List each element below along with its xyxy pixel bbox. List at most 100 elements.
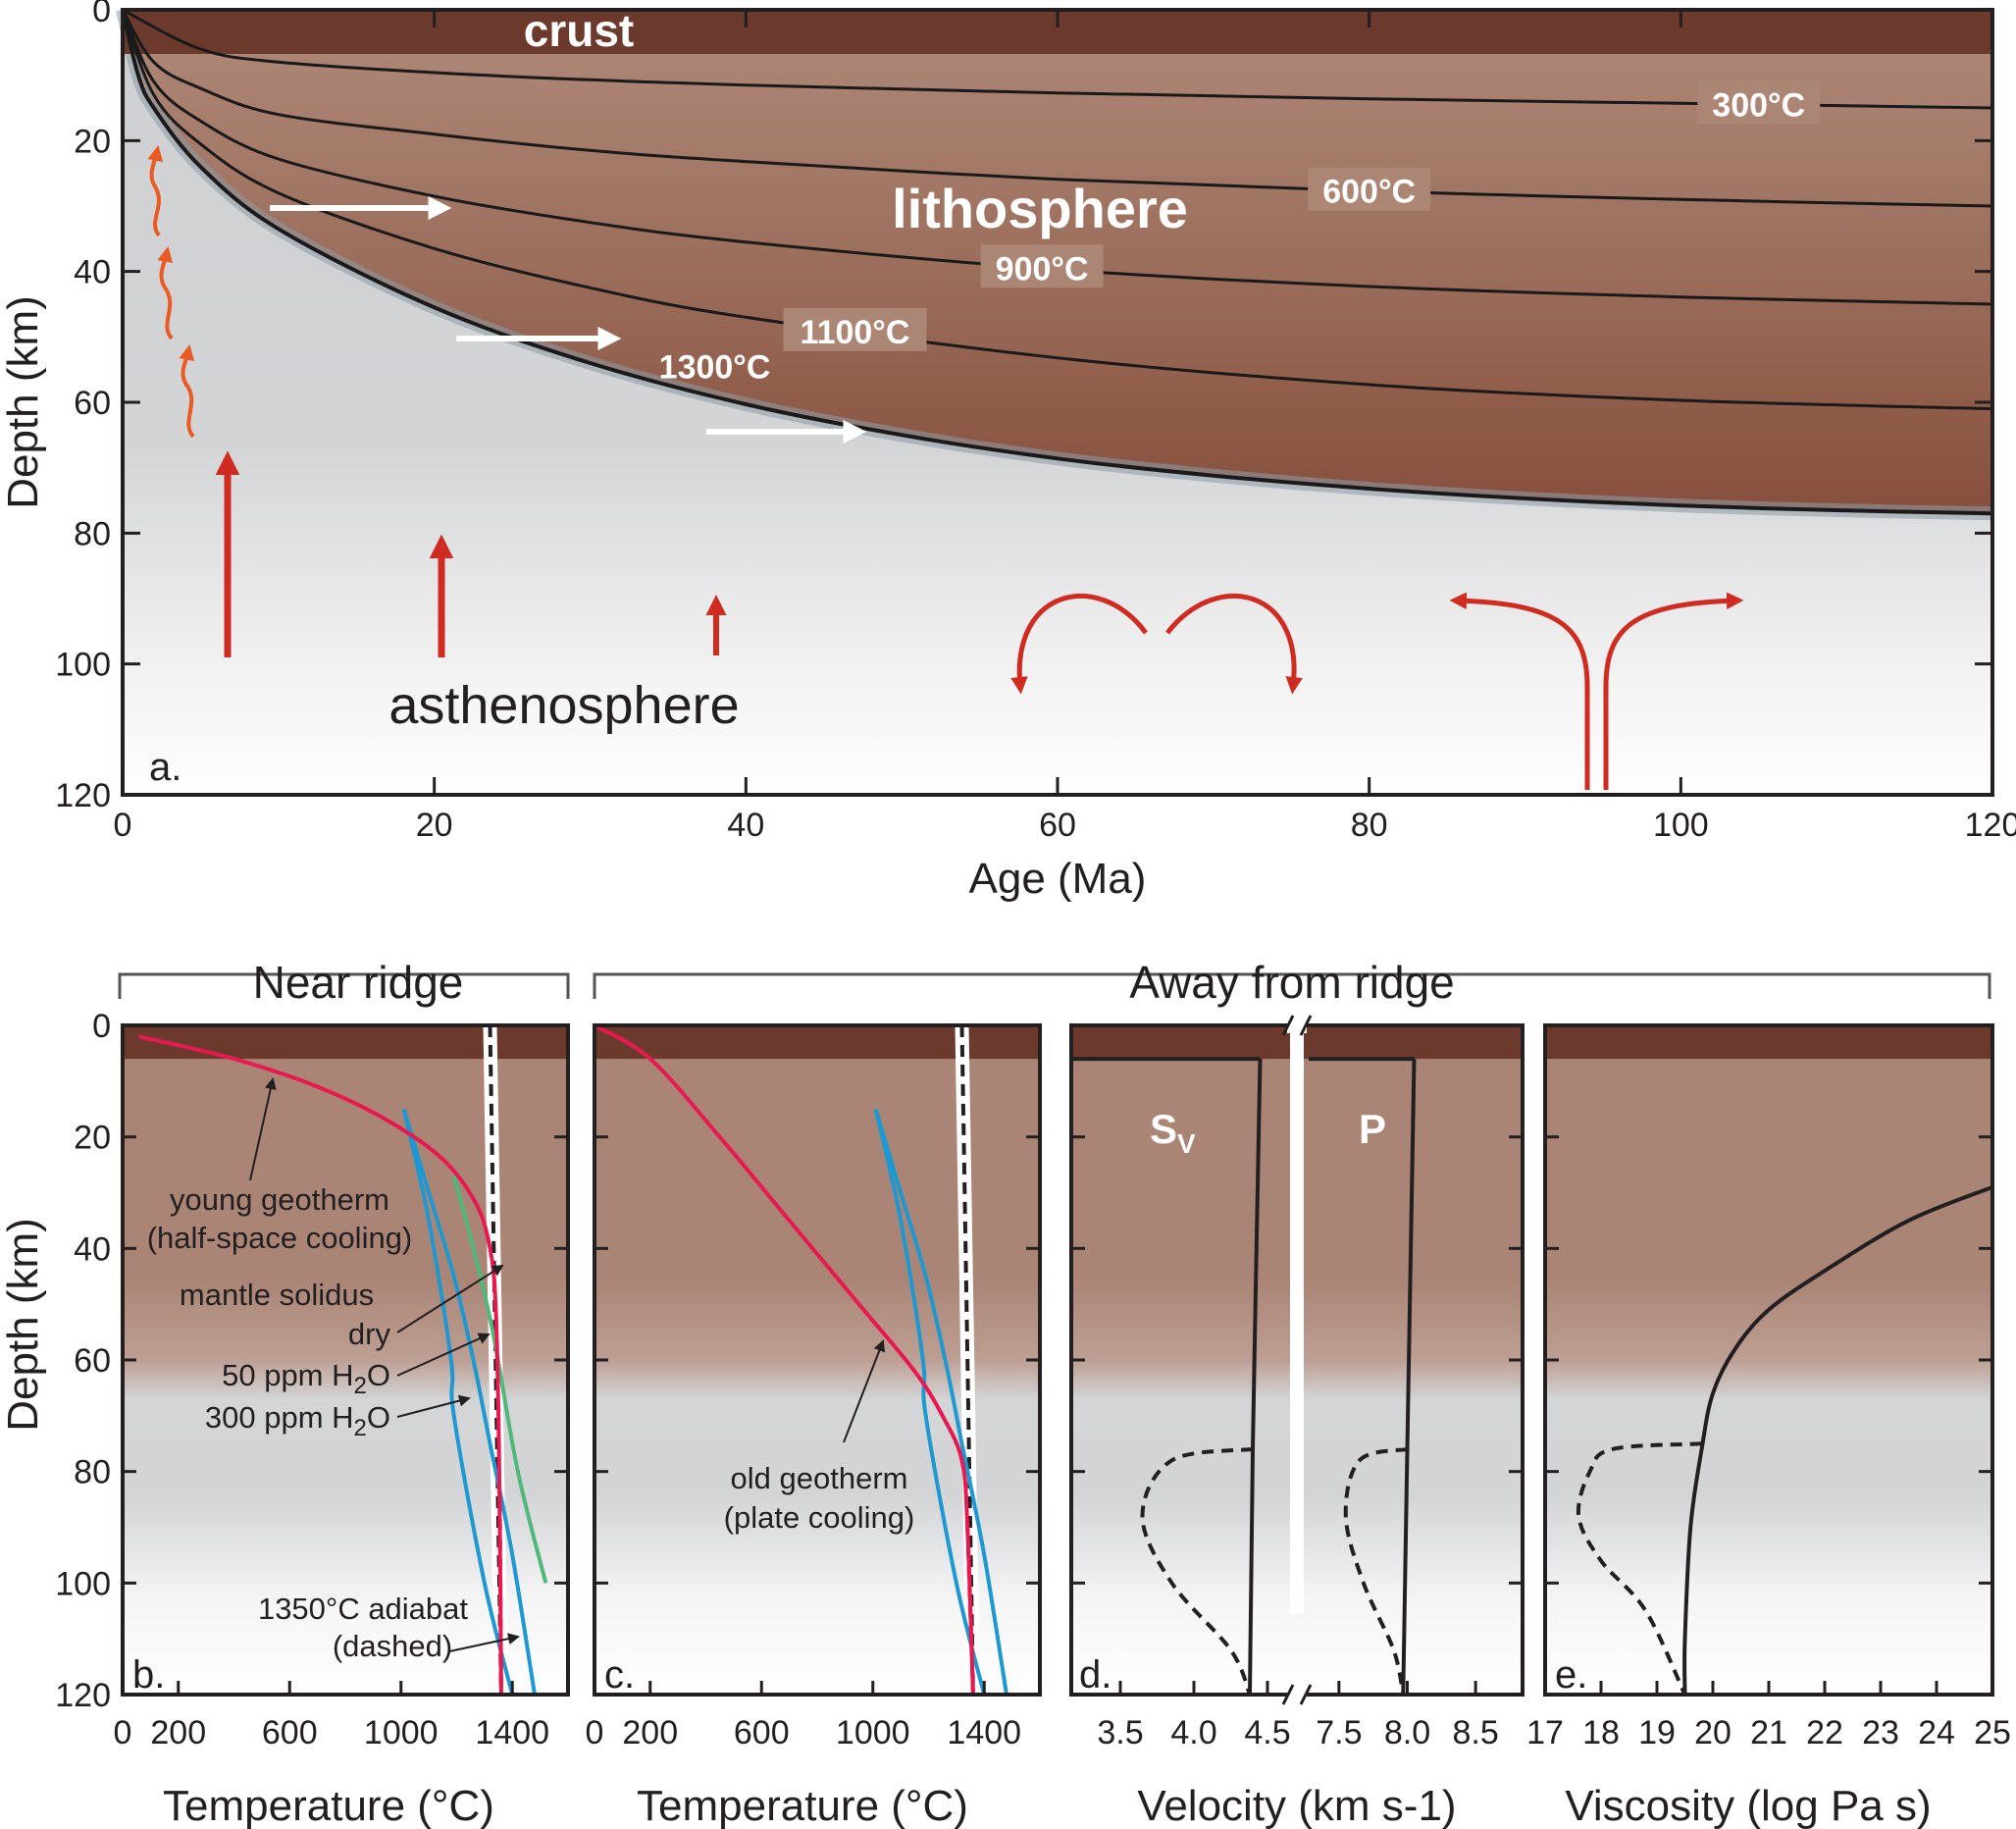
lithosphere-label: lithosphere [892, 178, 1188, 239]
layer-background [1545, 1025, 1992, 1695]
isotherm-line [121, 9, 1993, 208]
x-tick-label: 600 [734, 1714, 790, 1751]
isotherm-label-bg [783, 307, 927, 351]
isotherm-label-bg [1308, 167, 1431, 211]
convection-arrow [1165, 594, 1303, 695]
away-from-ridge-bracket [593, 972, 1991, 999]
x-tick-label: 20 [416, 807, 453, 844]
y-axis-title-b: Depth (km) [0, 1218, 47, 1432]
downwelling-arrow [1603, 592, 1744, 790]
axis-break-mark [1281, 1015, 1295, 1036]
x-tick-label: 1400 [475, 1714, 549, 1751]
300-ppm-h2o-line [401, 1108, 515, 1696]
x-axis-title-e: Viscosity (log Pa s) [1565, 1782, 1931, 1829]
x-axis-title-b: Temperature (°C) [163, 1782, 494, 1829]
dashed-label: (dashed) [333, 1629, 452, 1663]
y-tick-label: 80 [74, 515, 111, 552]
panel-label-e: e. [1555, 1653, 1587, 1697]
panel-label-d: d. [1079, 1653, 1111, 1697]
sv-dashed-line [1140, 1446, 1254, 1696]
y-tick-label: 80 [74, 1454, 111, 1491]
panel-e: 17 18 19 20 21 22 23 24 25 e. [1526, 1023, 2011, 1751]
y-tick-label: 60 [74, 385, 111, 422]
panel-label-b: b. [132, 1653, 165, 1697]
isotherm-line [122, 8, 1993, 110]
pointer-50ppm [396, 1333, 491, 1377]
near-ridge-header: Near ridge [253, 957, 464, 1008]
crust-layer [594, 1025, 1040, 1060]
50-ppm-h2o-line [401, 1108, 537, 1696]
panel-c-annotations: old geotherm (plate cooling) [724, 1339, 915, 1535]
y-tick-label: 20 [74, 123, 111, 160]
y-tick-label: 40 [74, 1230, 111, 1268]
x-tick-label: 19 [1638, 1714, 1676, 1751]
x-tick-label: 100 [1653, 807, 1709, 844]
x-tick-label: 1000 [836, 1714, 910, 1751]
x-tick-label: 4.5 [1244, 1714, 1290, 1751]
isotherm-line [121, 9, 1993, 411]
plate-cooling-label: (plate cooling) [724, 1500, 915, 1535]
isotherm-label-bg [980, 244, 1104, 288]
x-tick-label: 0 [114, 807, 132, 844]
300ppm-label: 300 ppm H2O [205, 1400, 390, 1441]
x-tick-label: 7.5 [1316, 1714, 1362, 1751]
isotherm-label-bg [1697, 80, 1821, 125]
panel-label-c: c. [604, 1653, 635, 1697]
isotherms [121, 8, 1993, 516]
crust-label: crust [524, 5, 634, 56]
y-tick-label: 120 [55, 777, 111, 814]
panel-d: 3.5 4.0 4.5 7.5 8.0 8.5 d. [1069, 1015, 1525, 1751]
geotherm-adiabat-overlap [497, 1499, 503, 1696]
axis-break-gap [1287, 1687, 1307, 1702]
panel-c: 0 200 600 1000 1400 c. [586, 1023, 1042, 1751]
crust-layer [1545, 1025, 1992, 1060]
isotherm-label: 600°C [1322, 174, 1416, 211]
panel-a: 300°C 600°C 900°C 1100°C 1300°C crust lithos… [0, 0, 2016, 903]
y-axis-title-a: Depth (km) [0, 295, 47, 509]
half-space-cooling-label: (half-space cooling) [147, 1221, 413, 1255]
mantle-solidus-label: mantle solidus [180, 1278, 374, 1312]
300-ppm-h2o-line [873, 1108, 987, 1696]
x-tick-label: 120 [1965, 807, 2016, 844]
y-tick-label: 0 [92, 0, 111, 29]
x-tick-label: 4.0 [1170, 1714, 1216, 1751]
pointer-old-geotherm [843, 1339, 885, 1443]
melt-migration-arrow [147, 144, 164, 237]
x-tick-label: 1400 [947, 1714, 1021, 1751]
axis-break-mark [1299, 1015, 1313, 1036]
50-ppm-h2o-line [873, 1108, 1008, 1696]
axis-break-gap [1287, 1018, 1307, 1033]
y-tick-label: 120 [55, 1677, 111, 1714]
axis-break-mark [1299, 1684, 1313, 1705]
x-tick-label: 200 [150, 1714, 206, 1751]
x-tick-label: 22 [1806, 1714, 1843, 1751]
pointer-dry [396, 1264, 504, 1333]
x-tick-label: 0 [586, 1714, 604, 1751]
x-tick-label: 60 [1039, 807, 1076, 844]
50ppm-label: 50 ppm H2O [222, 1358, 390, 1399]
adiabat-line [959, 1024, 975, 1696]
y-tick-label: 0 [92, 1008, 111, 1045]
viscosity-solid-line [1682, 1184, 1993, 1696]
x-tick-label: 20 [1694, 1714, 1732, 1751]
axis-break-mark [1281, 1684, 1295, 1705]
p-solid-line [1401, 1059, 1417, 1696]
adiabat-label: 1350°C adiabat [258, 1592, 468, 1626]
isotherm-line [121, 9, 1993, 306]
pointer-300ppm [396, 1394, 471, 1418]
p-dashed-line [1343, 1446, 1408, 1696]
y-tick-label: 40 [74, 254, 111, 291]
y-tick-label: 100 [55, 1565, 111, 1602]
x-tick-label: 21 [1750, 1714, 1787, 1751]
geotherm-adiabat-overlap [965, 1527, 975, 1696]
x-tick-label: 80 [1351, 807, 1388, 844]
pointer-young [249, 1077, 277, 1181]
near-ridge-bracket [118, 972, 570, 999]
x-axis-title-a: Age (Ma) [969, 855, 1147, 903]
y-tick-label: 20 [74, 1120, 111, 1157]
dry-label: dry [348, 1317, 391, 1351]
x-tick-label: 18 [1582, 1714, 1620, 1751]
